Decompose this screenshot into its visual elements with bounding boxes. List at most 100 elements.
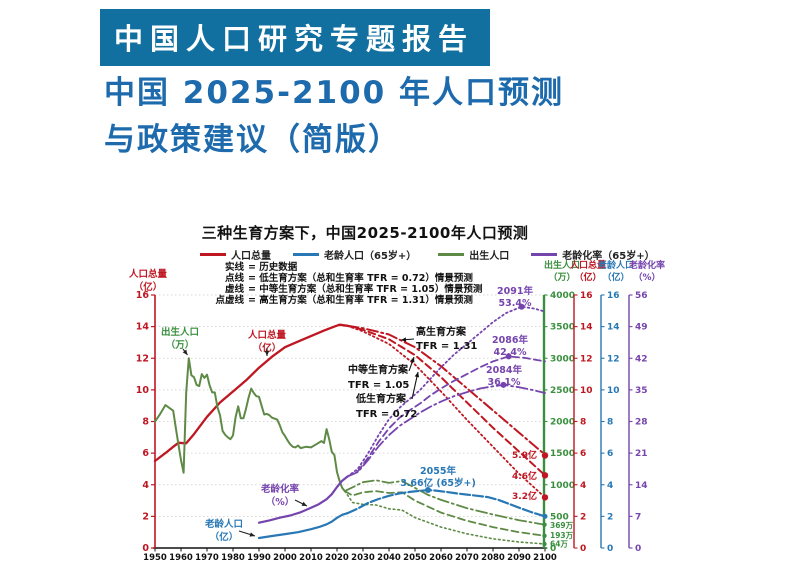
svg-text:14: 14 bbox=[136, 322, 150, 333]
svg-text:2060: 2060 bbox=[429, 553, 453, 563]
svg-text:人口总量: 人口总量 bbox=[248, 329, 287, 341]
svg-text:6: 6 bbox=[580, 449, 586, 459]
svg-text:35: 35 bbox=[635, 386, 648, 396]
legend-item: 老龄人口（65岁+） bbox=[293, 247, 416, 262]
svg-text:4000: 4000 bbox=[550, 291, 575, 301]
report-badge-text: 中国人口研究专题报告 bbox=[114, 22, 475, 56]
series-old-hist bbox=[257, 512, 349, 540]
note-text: = 中等生育方案（总和生育率 TFR = 1.05）情景预测 bbox=[248, 284, 483, 295]
svg-text:0: 0 bbox=[142, 543, 149, 554]
svg-text:2: 2 bbox=[580, 512, 586, 522]
svg-text:2500: 2500 bbox=[550, 386, 575, 396]
svg-text:0: 0 bbox=[580, 544, 586, 554]
svg-text:12: 12 bbox=[580, 354, 593, 364]
note-key: 点线 bbox=[224, 273, 244, 284]
svg-text:49: 49 bbox=[635, 323, 648, 333]
svg-text:369万: 369万 bbox=[550, 521, 574, 530]
svg-text:0: 0 bbox=[607, 544, 613, 554]
line-style-notes: 实线 = 历史数据 点线 = 低生育方案（总和生育率 TFR = 0.72）情景预测虚… bbox=[194, 262, 482, 306]
svg-text:21: 21 bbox=[635, 449, 648, 459]
svg-text:TFR = 1.31: TFR = 1.31 bbox=[416, 341, 477, 352]
svg-text:64万: 64万 bbox=[550, 540, 568, 549]
svg-text:老龄化率: 老龄化率 bbox=[260, 483, 300, 495]
svg-text:4: 4 bbox=[607, 481, 613, 491]
svg-text:2: 2 bbox=[142, 511, 149, 522]
svg-text:4: 4 bbox=[142, 480, 149, 491]
svg-text:（亿）: （亿） bbox=[134, 281, 163, 293]
svg-text:（万）: （万） bbox=[166, 339, 195, 351]
svg-text:8: 8 bbox=[580, 418, 586, 428]
svg-text:1980: 1980 bbox=[221, 553, 245, 563]
svg-text:1000: 1000 bbox=[550, 481, 575, 491]
svg-text:高生育方案: 高生育方案 bbox=[416, 325, 467, 338]
series-old-proj bbox=[346, 489, 547, 518]
svg-text:3.2亿: 3.2亿 bbox=[512, 490, 537, 502]
svg-text:2090: 2090 bbox=[507, 553, 531, 563]
svg-text:2091年: 2091年 bbox=[497, 285, 533, 297]
svg-text:500: 500 bbox=[550, 512, 569, 522]
svg-text:2070: 2070 bbox=[455, 553, 479, 563]
svg-text:42: 42 bbox=[635, 354, 648, 364]
chart-title: 三种生育方案下，中国2025-2100年人口预测 bbox=[201, 224, 529, 242]
svg-text:2000: 2000 bbox=[550, 418, 575, 428]
svg-text:人口总量: 人口总量 bbox=[129, 268, 168, 280]
note-line: 虚线 = 中等生育方案（总和生育率 TFR = 1.05）情景预测 bbox=[194, 284, 482, 295]
page-title-line-2: 与政策建议（简版） bbox=[104, 122, 401, 158]
svg-text:0: 0 bbox=[635, 544, 641, 554]
note-key: 点虚线 bbox=[215, 295, 244, 306]
svg-text:中等生育方案: 中等生育方案 bbox=[348, 363, 409, 376]
note-line: 点虚线 = 高生育方案（总和生育率 TFR = 1.31）情景预测 bbox=[194, 295, 482, 306]
svg-text:TFR = 0.72: TFR = 0.72 bbox=[356, 409, 417, 420]
svg-text:4.6亿: 4.6亿 bbox=[512, 470, 537, 482]
chart-legend: 人口总量 老龄人口（65岁+） 出生人口 老龄化率（65岁+） bbox=[200, 247, 655, 262]
legend-label: 人口总量 bbox=[231, 251, 271, 262]
svg-text:14: 14 bbox=[607, 323, 620, 333]
svg-text:出生人口: 出生人口 bbox=[161, 326, 199, 338]
svg-text:（亿）: （亿） bbox=[210, 531, 239, 543]
svg-text:（%）: （%） bbox=[266, 496, 295, 508]
series-rate-mid bbox=[346, 355, 546, 478]
series-rate-low bbox=[346, 305, 546, 478]
legend-item: 出生人口 bbox=[438, 247, 509, 262]
note-line: 实线 = 历史数据 bbox=[194, 262, 482, 273]
svg-text:老龄人口: 老龄人口 bbox=[597, 259, 634, 271]
series-birth-mid bbox=[343, 490, 546, 537]
svg-text:3500: 3500 bbox=[550, 323, 575, 333]
left-axis: 0 2 4 6 8 10 12 14 16 人口总量（亿） bbox=[129, 268, 168, 554]
population-projection-chart: 1950 1960 1970 1980 1990 2000 2010 2020 2030 2040… bbox=[120, 218, 700, 563]
series-rate-hist bbox=[257, 475, 349, 524]
report-badge: 中国人口研究专题报告 bbox=[100, 9, 491, 66]
svg-text:12: 12 bbox=[607, 354, 620, 364]
svg-text:1950: 1950 bbox=[143, 553, 167, 563]
series-birth-hist bbox=[154, 357, 346, 493]
svg-text:2040: 2040 bbox=[377, 553, 401, 563]
svg-text:1960: 1960 bbox=[169, 553, 193, 563]
x-axis: 1950 1960 1970 1980 1990 2000 2010 2020 2030 2040… bbox=[143, 547, 557, 563]
svg-text:2055年: 2055年 bbox=[420, 465, 456, 477]
svg-text:2: 2 bbox=[607, 512, 613, 522]
svg-text:2050: 2050 bbox=[403, 553, 427, 563]
svg-text:2084年: 2084年 bbox=[486, 364, 522, 376]
svg-text:1990: 1990 bbox=[247, 553, 271, 563]
svg-text:2080: 2080 bbox=[481, 553, 505, 563]
svg-text:（亿）: （亿） bbox=[602, 271, 629, 283]
svg-text:老龄人口: 老龄人口 bbox=[204, 518, 243, 530]
svg-text:（亿）: （亿） bbox=[574, 271, 601, 283]
gridlines bbox=[155, 294, 544, 517]
legend-label: 老龄人口（65岁+） bbox=[324, 251, 417, 262]
svg-text:14: 14 bbox=[580, 323, 593, 333]
right-axes: 05001000150020002500300035004000出生人口（万）0… bbox=[542, 259, 665, 554]
legend-item: 人口总量 bbox=[200, 247, 271, 262]
svg-text:6: 6 bbox=[142, 448, 149, 459]
svg-text:3.66亿 (65岁+): 3.66亿 (65岁+) bbox=[400, 477, 476, 489]
svg-text:10: 10 bbox=[580, 386, 593, 396]
svg-text:出生人口: 出生人口 bbox=[544, 259, 580, 271]
series-pop-high bbox=[346, 324, 546, 456]
svg-text:3000: 3000 bbox=[550, 354, 575, 364]
svg-text:16: 16 bbox=[607, 291, 620, 301]
svg-text:2100: 2100 bbox=[533, 553, 557, 563]
svg-text:10: 10 bbox=[607, 386, 620, 396]
series-birth-low bbox=[344, 490, 546, 545]
